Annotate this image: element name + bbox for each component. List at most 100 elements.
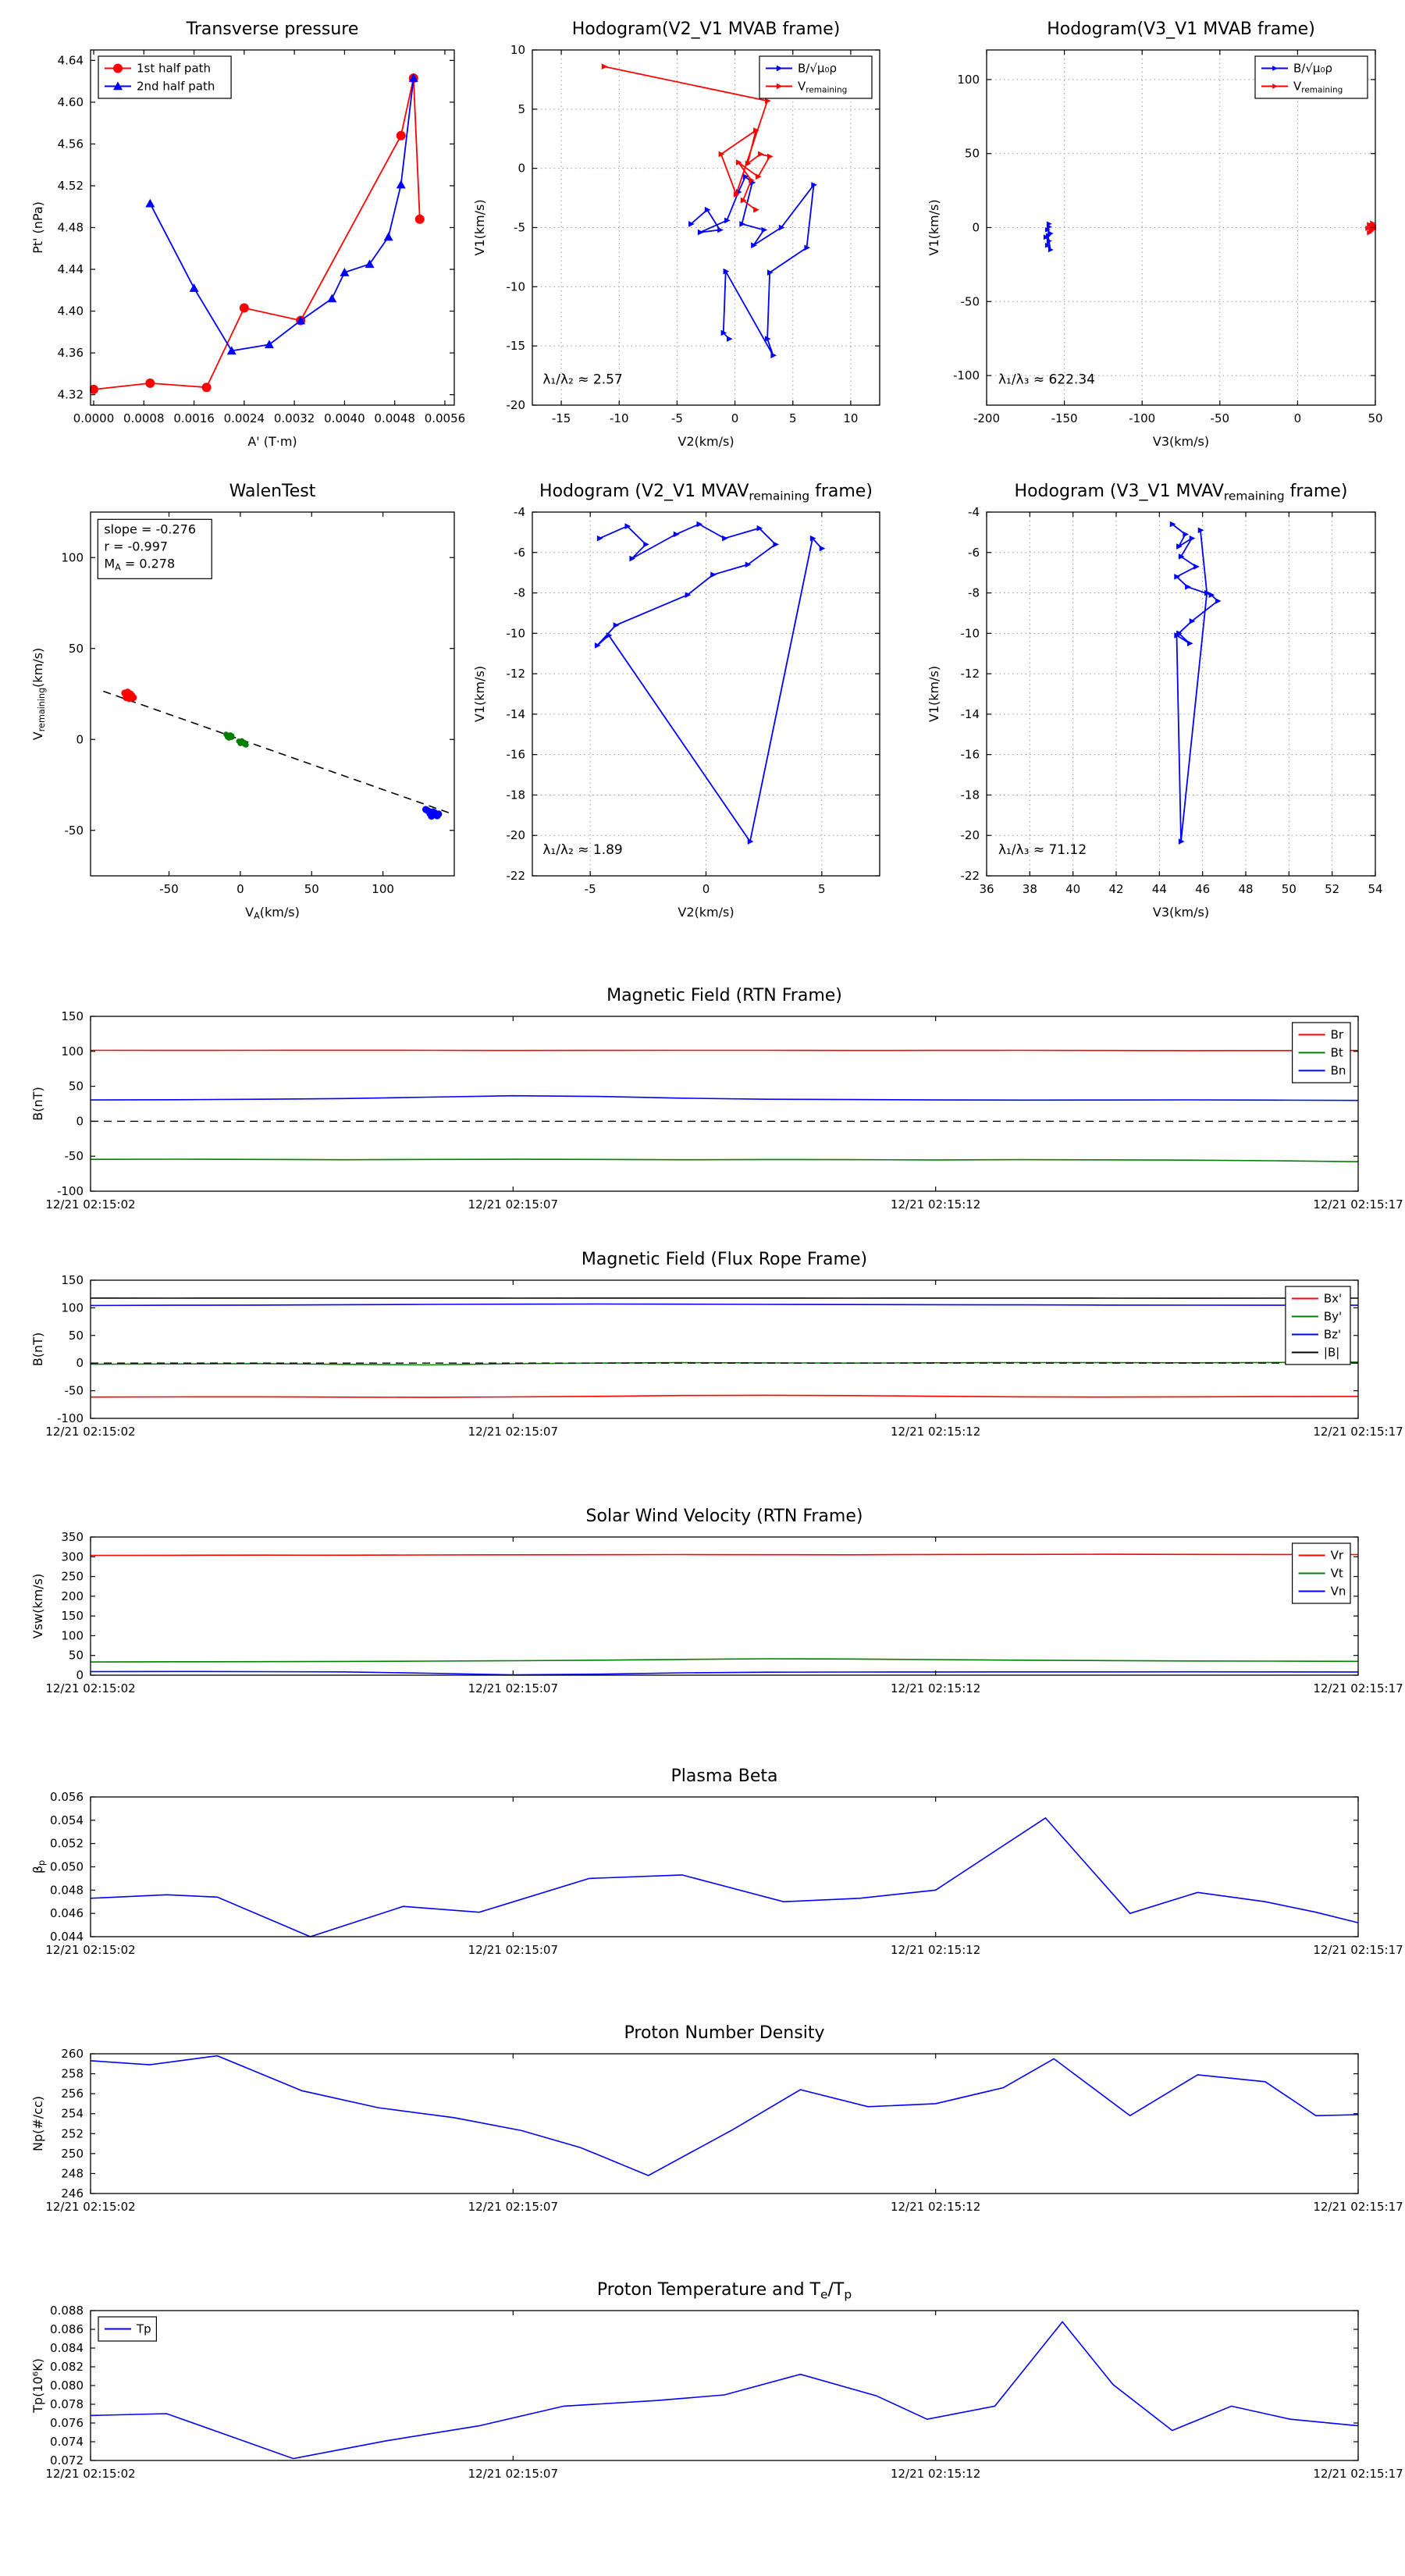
svg-text:200: 200 <box>61 1589 84 1603</box>
plasma-beta-series <box>90 1816 1359 1937</box>
chart-hodogram-v2v1-mvab: -15 -10 -5 0 5 10 -20 -15 -10 -5 0 5 10 Hodogram(V2_V… <box>468 0 929 476</box>
svg-text:38: 38 <box>1023 882 1037 896</box>
svg-text:-50: -50 <box>65 1384 84 1398</box>
svg-text:-12: -12 <box>507 667 526 681</box>
svg-text:150: 150 <box>61 1609 84 1623</box>
svg-text:Hodogram (V3_V1 MVAVremaining: Hodogram (V3_V1 MVAVremaining frame) <box>1015 482 1348 503</box>
svg-text:λ₁/λ₂ ≈ 1.89: λ₁/λ₂ ≈ 1.89 <box>542 842 622 858</box>
walen-test-plot: -50 0 50 100 -50 0 50 100 WalenTest VA(km/s) Vrema… <box>30 482 455 921</box>
svg-text:250: 250 <box>61 2147 84 2161</box>
svg-text:-18: -18 <box>507 788 526 802</box>
svg-text:0.050: 0.050 <box>50 1860 84 1874</box>
svg-text:-5: -5 <box>671 411 683 425</box>
svg-text:Vn: Vn <box>1331 1585 1346 1599</box>
svg-text:-8: -8 <box>968 586 980 600</box>
svg-text:V2(km/s): V2(km/s) <box>678 434 734 449</box>
svg-text:12/21 02:15:02: 12/21 02:15:02 <box>45 1197 135 1212</box>
svg-text:12/21 02:15:02: 12/21 02:15:02 <box>45 2200 135 2214</box>
svg-text:10: 10 <box>843 411 858 425</box>
svg-text:By': By' <box>1324 1310 1342 1324</box>
svg-text:12/21 02:15:02: 12/21 02:15:02 <box>45 1425 135 1439</box>
svg-text:0: 0 <box>76 1356 84 1370</box>
svg-text:MA = 0.278: MA = 0.278 <box>104 556 175 572</box>
legend-box <box>759 55 873 99</box>
svg-text:12/21 02:15:07: 12/21 02:15:07 <box>468 1197 558 1212</box>
svg-text:12/21 02:15:17: 12/21 02:15:17 <box>1313 2200 1403 2214</box>
svg-text:-100: -100 <box>57 1184 84 1198</box>
svg-text:4.44: 4.44 <box>58 262 84 276</box>
svg-text:-15: -15 <box>507 339 526 353</box>
svg-text:V1(km/s): V1(km/s) <box>472 199 487 255</box>
svg-text:4.56: 4.56 <box>58 137 84 151</box>
svg-text:50: 50 <box>1368 411 1382 425</box>
svg-text:-12: -12 <box>961 667 980 681</box>
svg-text:10: 10 <box>510 43 525 57</box>
svg-text:Bz': Bz' <box>1324 1328 1341 1342</box>
svg-text:-22: -22 <box>961 869 980 883</box>
svg-text:-4: -4 <box>968 505 980 519</box>
magnetic-field-rtn-plot: 12/21 02:15:02 12/21 02:15:07 12/21 02:15:… <box>30 986 1403 1212</box>
solar-wind-velocity-rtn-plot: 12/21 02:15:02 12/21 02:15:07 12/21 02:15:… <box>30 1507 1403 1695</box>
chart-magnetic-field-rtn: 12/21 02:15:02 12/21 02:15:07 12/21 02:15:… <box>23 968 1405 1232</box>
svg-text:4.36: 4.36 <box>58 346 84 360</box>
walen-test-series <box>103 688 452 820</box>
svg-text:12/21 02:15:02: 12/21 02:15:02 <box>45 2467 135 2481</box>
svg-text:Hodogram (V2_V1 MVAVremaining: Hodogram (V2_V1 MVAVremaining frame) <box>539 482 873 503</box>
svg-text:r = -0.997: r = -0.997 <box>104 539 168 553</box>
svg-text:-18: -18 <box>961 788 980 802</box>
chart-walen-test: -50 0 50 100 -50 0 50 100 WalenTest VA(km/s) Vrema… <box>23 462 507 938</box>
svg-text:Plasma Beta: Plasma Beta <box>671 1767 778 1786</box>
svg-text:42: 42 <box>1108 882 1123 896</box>
svg-text:-20: -20 <box>507 398 526 412</box>
svg-text:0.048: 0.048 <box>50 1883 84 1897</box>
svg-text:-20: -20 <box>507 828 526 842</box>
hodogram-v3v1-mvav-series <box>1169 521 1222 845</box>
hodogram-v2v1-mvav-plot: -5 0 5 -22 -20 -18 -16 -14 -12 -10 -8 -6 -4 Hodogram … <box>472 482 880 920</box>
svg-text:-20: -20 <box>961 828 980 842</box>
svg-text:50: 50 <box>304 882 319 896</box>
transverse-pressure-plot: 0.0000 0.0008 0.0016 0.0024 0.0032 0.0040 0.00… <box>30 20 465 449</box>
svg-text:-6: -6 <box>514 546 525 560</box>
svg-text:12/21 02:15:17: 12/21 02:15:17 <box>1313 1197 1403 1212</box>
legend-box <box>1285 1286 1351 1365</box>
magnetic-field-fluxrope-series <box>90 1297 1359 1398</box>
svg-text:0.0008: 0.0008 <box>123 411 165 425</box>
proton-number-density-series <box>90 2055 1359 2176</box>
svg-text:0.0000: 0.0000 <box>73 411 115 425</box>
svg-text:12/21 02:15:17: 12/21 02:15:17 <box>1313 1943 1403 1957</box>
chart-solar-wind-velocity: 12/21 02:15:02 12/21 02:15:07 12/21 02:15:… <box>23 1489 1405 1723</box>
svg-text:Np(#/cc): Np(#/cc) <box>30 2096 45 2151</box>
chart-plasma-beta: 12/21 02:15:02 12/21 02:15:07 12/21 02:15:… <box>23 1749 1405 1983</box>
svg-text:Vr: Vr <box>1331 1549 1344 1563</box>
svg-text:50: 50 <box>69 642 84 656</box>
svg-text:Vsw(km/s): Vsw(km/s) <box>30 1574 45 1638</box>
svg-text:-8: -8 <box>514 586 525 600</box>
svg-text:4.52: 4.52 <box>58 179 84 193</box>
svg-text:-50: -50 <box>159 882 179 896</box>
svg-text:54: 54 <box>1368 882 1382 896</box>
svg-text:50: 50 <box>1282 882 1297 896</box>
svg-text:0: 0 <box>237 882 244 896</box>
svg-text:250: 250 <box>61 1570 84 1584</box>
svg-text:A' (T·m): A' (T·m) <box>247 434 297 449</box>
svg-text:0: 0 <box>76 1668 84 1682</box>
svg-text:-100: -100 <box>1129 411 1155 425</box>
svg-text:0.078: 0.078 <box>50 2397 84 2411</box>
svg-text:0.084: 0.084 <box>50 2341 84 2355</box>
svg-text:B/√μ₀ρ: B/√μ₀ρ <box>798 62 837 76</box>
svg-text:-100: -100 <box>953 368 980 382</box>
svg-text:12/21 02:15:07: 12/21 02:15:07 <box>468 1681 558 1695</box>
svg-text:-50: -50 <box>65 1149 84 1163</box>
proton-number-density-plot: 12/21 02:15:02 12/21 02:15:07 12/21 02:15:… <box>30 2023 1403 2214</box>
svg-text:Vremaining(km/s): Vremaining(km/s) <box>30 648 47 741</box>
svg-text:-50: -50 <box>1211 411 1230 425</box>
svg-text:0.054: 0.054 <box>50 1813 84 1827</box>
svg-text:Bx': Bx' <box>1324 1292 1342 1306</box>
svg-text:0.072: 0.072 <box>50 2453 84 2467</box>
svg-text:Br: Br <box>1331 1028 1344 1042</box>
svg-text:V1(km/s): V1(km/s) <box>927 199 941 255</box>
svg-text:12/21 02:15:07: 12/21 02:15:07 <box>468 1425 558 1439</box>
svg-text:Magnetic Field (Flux Rope Fram: Magnetic Field (Flux Rope Frame) <box>582 1250 867 1269</box>
svg-text:-4: -4 <box>514 505 525 519</box>
